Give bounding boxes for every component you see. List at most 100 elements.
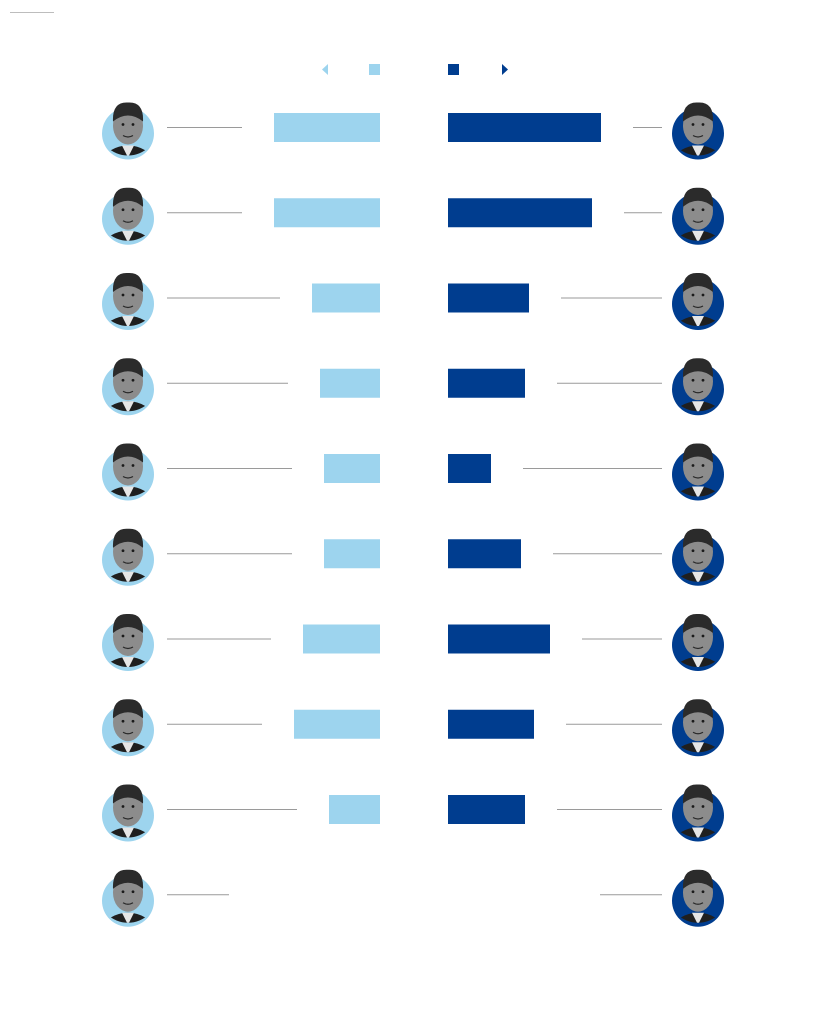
eye-shape [131,464,135,467]
collar-shape [692,145,704,156]
collar-shape [122,827,134,838]
portrait-right-1 [672,102,724,160]
collar-shape [122,657,134,667]
collar-shape [122,742,134,753]
hair-shape [112,358,144,378]
portrait-left-10 [102,869,154,927]
eye-shape [701,805,705,808]
bar-right-6 [448,539,521,569]
eye-shape [121,208,125,212]
eye-shape [121,549,125,553]
mouth-shape [692,220,704,223]
portrait-right-6 [672,528,724,586]
eye-shape [121,890,125,894]
eye-shape [131,208,135,212]
collar-shape [122,571,134,582]
portrait-right-5 [672,443,724,501]
mouth-shape [692,561,704,564]
hair-shape [682,443,714,463]
bar-right-9 [448,795,525,824]
mouth-shape [122,220,134,223]
eye-shape [691,293,695,297]
eye-shape [691,208,695,212]
collar-shape [122,145,134,156]
bar-right-8 [448,709,534,739]
hair-shape [682,613,714,633]
portrait-right-2 [672,187,724,245]
bar-left-8 [294,709,380,739]
eye-shape [131,293,135,297]
hair-shape [112,869,144,889]
eye-shape [121,293,125,297]
bar-right-4 [448,368,525,398]
bar-right-1 [448,113,601,142]
caret-right-icon [502,64,508,75]
portrait-right-4 [672,358,724,416]
hair-shape [112,699,144,719]
eye-shape [701,293,705,297]
eye-shape [131,890,135,894]
mouth-shape [122,731,134,735]
mouth-shape [122,390,134,394]
eye-shape [701,464,705,467]
caret-left-icon [322,64,328,75]
eye-shape [691,634,695,638]
mouth-shape [122,902,134,905]
mouth-shape [122,646,134,650]
hair-shape [112,784,144,804]
bar-right-7 [448,624,550,654]
legend-swatch-right [448,64,459,75]
collar-shape [692,486,704,497]
collar-shape [122,912,134,923]
eye-shape [691,549,695,553]
eye-shape [121,634,125,638]
portrait-right-7 [672,613,724,671]
bar-left-3 [312,283,380,313]
bar-left-7 [303,624,380,654]
collar-shape [692,401,704,412]
collar-shape [122,316,134,326]
bar-left-4 [320,368,380,398]
portrait-right-9 [672,784,724,842]
portrait-left-7 [102,613,154,671]
portrait-left-6 [102,528,154,586]
hair-shape [682,699,714,719]
collar-shape [122,230,134,241]
eye-shape [691,805,695,808]
mouth-shape [122,134,134,138]
eye-shape [701,634,705,638]
eye-shape [121,719,125,723]
mouth-shape [692,816,704,820]
hair-shape [112,613,144,633]
eye-shape [131,549,135,553]
bar-right-2 [448,198,592,228]
bar-left-9 [329,795,380,824]
mouth-shape [122,475,134,479]
eye-shape [701,719,705,723]
portrait-right-10 [672,869,724,927]
collar-shape [692,827,704,838]
eye-shape [701,123,705,126]
hair-shape [112,187,144,207]
mouth-shape [692,646,704,650]
mouth-shape [122,561,134,564]
hair-shape [112,272,144,292]
eye-shape [701,378,705,382]
eye-shape [691,719,695,723]
mouth-shape [122,816,134,820]
portrait-left-1 [102,102,154,160]
portrait-left-5 [102,443,154,501]
collar-shape [692,912,704,923]
eye-shape [131,805,135,808]
top-rule [10,12,54,13]
eye-shape [131,378,135,382]
legend [322,64,508,75]
hair-shape [682,187,714,207]
mouth-shape [692,731,704,735]
eye-shape [701,549,705,553]
portrait-left-3 [102,272,154,330]
hair-shape [682,102,714,122]
eye-shape [701,890,705,894]
eye-shape [121,123,125,126]
bar-left-1 [274,113,380,142]
